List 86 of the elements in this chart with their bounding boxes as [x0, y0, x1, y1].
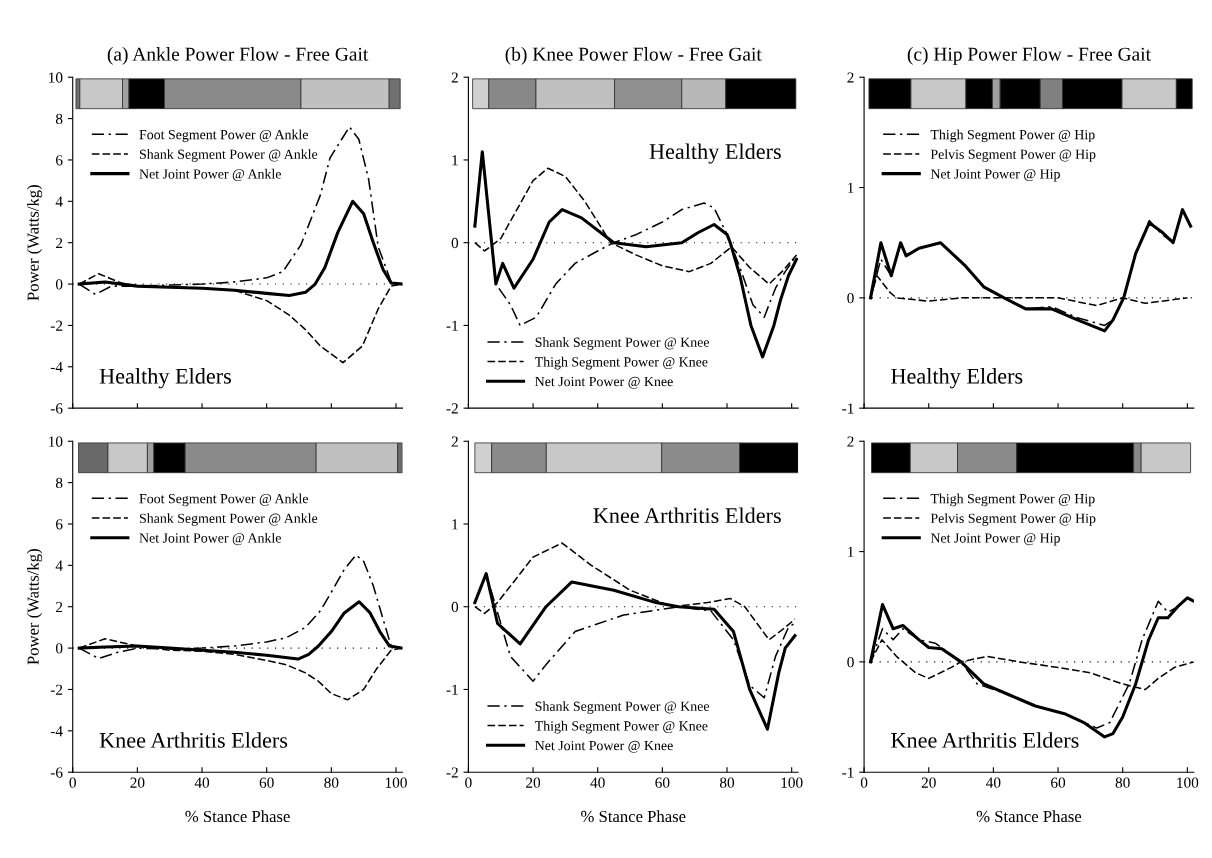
y-tick-label: -6	[50, 403, 63, 414]
y-tick-label: 0	[55, 279, 63, 290]
x-tick-label: 100	[385, 777, 407, 788]
y-tick-label: -2	[446, 403, 458, 414]
x-tick-label: 20	[526, 777, 541, 788]
y-tick-label: 0	[847, 657, 854, 668]
annotation: Knee Arthritis Elders	[891, 732, 1079, 748]
legend-label: Net Joint Power @ Knee	[535, 376, 673, 389]
y-tick-label: 8	[55, 477, 63, 489]
y-tick-label: 0	[55, 643, 63, 654]
x-tick-label: 80	[324, 777, 339, 788]
legend-label: Thigh Segment Power @ Knee	[534, 720, 708, 734]
x-tick-label: 60	[259, 777, 274, 788]
x-tick-label: 60	[1051, 777, 1066, 788]
x-axis-title: % Stance Phase	[581, 810, 686, 823]
y-tick-label: 6	[56, 155, 63, 166]
chart-title: (b) Knee Power Flow - Free Gait	[505, 47, 762, 65]
y-tick-label: 2	[847, 436, 854, 447]
x-tick-label: 60	[655, 777, 670, 788]
y-tick-label: 0	[451, 601, 459, 613]
x-axis-title: % Stance Phase	[185, 810, 290, 823]
legend-label: Shank Segment Power @ Knee	[535, 701, 710, 714]
y-axis-title: Power (Watts/kg)	[27, 185, 43, 301]
annotation: Knee Arthritis Elders	[99, 732, 288, 748]
y-tick-label: 1	[452, 519, 458, 530]
y-tick-label: -4	[50, 362, 63, 373]
y-tick-label: -2	[50, 684, 63, 695]
annotation: Healthy Elders	[99, 368, 231, 389]
x-tick-label: 40	[194, 777, 210, 788]
y-tick-label: -4	[50, 726, 63, 737]
legend-label: Net Joint Power @ Knee	[535, 740, 673, 753]
y-tick-label: -6	[50, 767, 63, 778]
y-tick-label: 0	[451, 237, 459, 249]
legend-label: Foot Segment Power @ Ankle	[139, 129, 308, 143]
legend-label: Thigh Segment Power @ Hip	[930, 129, 1095, 143]
y-tick-label: -2	[50, 320, 63, 331]
x-tick-label: 0	[465, 777, 472, 788]
legend-label: Net Joint Power @ Ankle	[139, 168, 281, 182]
legend-label: Thigh Segment Power @ Hip	[930, 493, 1095, 507]
y-axis-title: Power (Watts/kg)	[27, 549, 43, 665]
y-tick-label: 4	[55, 196, 63, 207]
y-tick-label: 2	[451, 436, 458, 447]
x-tick-label: 80	[1115, 777, 1130, 788]
legend-label: Pelvis Segment Power @ Hip	[930, 513, 1096, 526]
y-tick-label: -1	[446, 320, 458, 331]
legend-label: Net Joint Power @ Hip	[930, 169, 1060, 182]
x-tick-label: 100	[781, 777, 803, 788]
x-tick-label: 80	[719, 777, 735, 788]
legend-label: Shank Segment Power @ Ankle	[139, 149, 318, 162]
x-tick-label: 0	[69, 777, 76, 788]
chart-title: (c) Hip Power Flow - Free Gait	[907, 47, 1151, 65]
x-tick-label: 40	[590, 777, 605, 788]
y-tick-label: 1	[452, 155, 458, 166]
y-tick-label: -1	[446, 684, 458, 695]
y-tick-label: 10	[49, 72, 63, 83]
x-tick-label: 100	[1177, 777, 1199, 788]
annotation: Healthy Elders	[891, 368, 1023, 389]
legend-label: Net Joint Power @ Hip	[930, 533, 1060, 546]
legend-label: Foot Segment Power @ Ankle	[139, 493, 308, 507]
y-tick-label: 0	[847, 292, 854, 304]
x-axis-title: % Stance Phase	[976, 810, 1082, 823]
y-tick-label: 1	[848, 546, 854, 557]
legend-label: Pelvis Segment Power @ Hip	[930, 149, 1096, 162]
y-tick-label: 6	[56, 519, 63, 530]
y-tick-label: 2	[451, 72, 458, 83]
x-tick-label: 20	[130, 777, 145, 788]
y-tick-label: 8	[55, 113, 63, 125]
y-tick-label: -1	[842, 767, 854, 778]
y-tick-label: 2	[56, 237, 63, 248]
annotation: Knee Arthritis Elders	[593, 507, 781, 524]
y-tick-label: -1	[842, 403, 854, 414]
y-tick-label: 2	[847, 72, 854, 83]
legend-label: Thigh Segment Power @ Knee	[534, 356, 708, 370]
y-tick-label: -2	[446, 767, 458, 778]
x-tick-label: 20	[921, 777, 936, 788]
legend-label: Shank Segment Power @ Knee	[535, 337, 710, 350]
x-tick-label: 40	[986, 777, 1001, 788]
chart-title: (a) Ankle Power Flow - Free Gait	[107, 47, 369, 65]
y-tick-label: 1	[848, 182, 854, 193]
annotation: Healthy Elders	[649, 143, 781, 164]
y-tick-label: 10	[49, 436, 63, 447]
legend-label: Shank Segment Power @ Ankle	[139, 513, 318, 526]
x-tick-label: 0	[860, 777, 868, 788]
y-tick-label: 2	[56, 601, 63, 613]
y-tick-label: 4	[55, 560, 63, 571]
legend-label: Net Joint Power @ Ankle	[139, 532, 281, 546]
